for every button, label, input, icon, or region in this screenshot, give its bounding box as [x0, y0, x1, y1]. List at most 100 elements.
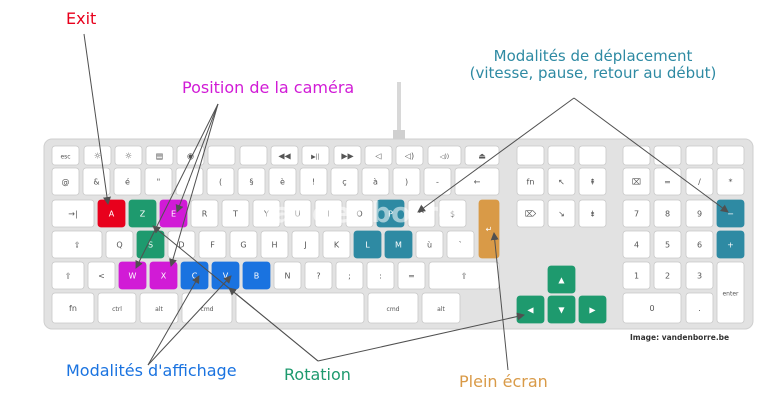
key-row3-6: H: [260, 230, 289, 259]
key-label: ': [188, 178, 190, 187]
key-nav-10: ◀: [516, 295, 545, 324]
key-face: [322, 230, 351, 259]
key-face: [516, 199, 545, 228]
key-label: ▼: [558, 306, 565, 315]
key-pad-4: ⌧: [622, 167, 651, 196]
key-face: [547, 295, 576, 324]
key-row4-0: ⇧: [51, 261, 85, 290]
key-label: ◁)): [440, 154, 449, 161]
key-label: L: [365, 241, 370, 250]
key-face: [578, 295, 607, 324]
key-row5-6: alt: [421, 292, 461, 324]
key-face: [622, 230, 651, 259]
key-label: 6: [697, 241, 702, 250]
key-row3-2: S: [136, 230, 165, 259]
key-label: 7: [634, 210, 639, 219]
key-label: ▶▶: [341, 152, 354, 161]
key-face: [198, 230, 227, 259]
key-face: [653, 230, 682, 259]
key-row1-3: ": [144, 167, 173, 196]
annotation-rotation: Rotation: [284, 365, 351, 384]
annotation-display: Modalités d'affichage: [66, 361, 237, 380]
key-face: [427, 145, 462, 166]
key-label: ☼: [125, 152, 132, 161]
key-label: cmd: [201, 306, 214, 313]
key-face: [653, 261, 682, 290]
key-face: [716, 167, 745, 196]
key-row3-10: M: [384, 230, 413, 259]
annotation-camera: Position de la caméra: [182, 78, 355, 97]
key-row3-7: J: [291, 230, 320, 259]
key-label: :: [379, 272, 382, 281]
key-label: ⇧: [461, 272, 468, 281]
key-label: ⌦: [525, 210, 537, 219]
key-row0-12: ◁)): [427, 145, 462, 166]
key-row1-12: -: [423, 167, 452, 196]
key-label: -: [436, 178, 439, 187]
key-row0-6: [239, 145, 268, 166]
key-row5-4: [235, 292, 365, 324]
key-row0-13: ⏏: [464, 145, 500, 166]
key-pad-1: [653, 145, 682, 166]
key-face: [270, 145, 299, 166]
key-face: [622, 199, 651, 228]
key-label: ◀◀: [278, 152, 291, 161]
key-row4-6: B: [242, 261, 271, 290]
key-face: [547, 265, 576, 294]
arrow-movement-p: [417, 97, 575, 213]
key-face: [291, 230, 320, 259]
key-face: [83, 145, 112, 166]
key-face: [330, 167, 359, 196]
key-face: [366, 261, 395, 290]
key-row0-10: ◁: [364, 145, 393, 166]
key-nav-4: ↖: [547, 167, 576, 196]
key-face: [392, 167, 421, 196]
key-row1-4: ': [175, 167, 204, 196]
key-label: ▲: [558, 276, 565, 285]
key-nav-1: [547, 145, 576, 166]
key-label: ▤: [156, 152, 164, 161]
key-row3-4: F: [198, 230, 227, 259]
key-label: ☼: [94, 152, 101, 161]
arrow-camera-w: [135, 103, 219, 269]
key-row2-4: R: [190, 199, 219, 228]
key-face: [622, 261, 651, 290]
key-face: [97, 292, 137, 324]
watermark-text: vandenborre: [255, 196, 457, 229]
key-row2-1: A: [97, 199, 126, 228]
image-credit: Image: vandenborre.be: [630, 333, 730, 342]
key-face: [51, 230, 103, 259]
key-row1-0: @: [51, 167, 80, 196]
key-face: [578, 167, 607, 196]
key-label: S: [148, 241, 153, 250]
key-pad-2: [685, 145, 714, 166]
key-face: [207, 145, 236, 166]
key-pad-18: 3: [685, 261, 714, 290]
arrow-rotation-arrows: [317, 312, 525, 362]
key-label: ◁): [404, 152, 414, 161]
key-label: ▶: [589, 306, 596, 315]
key-label: R: [202, 210, 208, 219]
key-pad-21: .: [685, 292, 714, 324]
annotation-movement-line2: (vitesse, pause, retour au début): [469, 64, 717, 83]
key-label: 2: [665, 272, 670, 281]
key-label: `: [459, 240, 463, 250]
key-label: +: [727, 241, 734, 250]
key-label: →|: [68, 210, 77, 219]
key-row1-5: (: [206, 167, 235, 196]
key-nav-2: [578, 145, 607, 166]
key-row2-0: →|: [51, 199, 95, 228]
key-face: [415, 230, 444, 259]
key-row5-2: alt: [139, 292, 179, 324]
annotation-fullscreen: Plein écran: [459, 372, 548, 391]
key-label: ↖: [558, 178, 565, 187]
key-row5-3: cmd: [181, 292, 233, 324]
key-label: alt: [155, 306, 163, 313]
key-label: T: [232, 210, 238, 219]
annotation-exit: Exit: [66, 9, 97, 28]
key-face: [128, 199, 157, 228]
key-label: M: [395, 241, 402, 250]
key-face: [547, 167, 576, 196]
key-label: fn: [527, 178, 535, 187]
key-label: @: [62, 178, 70, 187]
